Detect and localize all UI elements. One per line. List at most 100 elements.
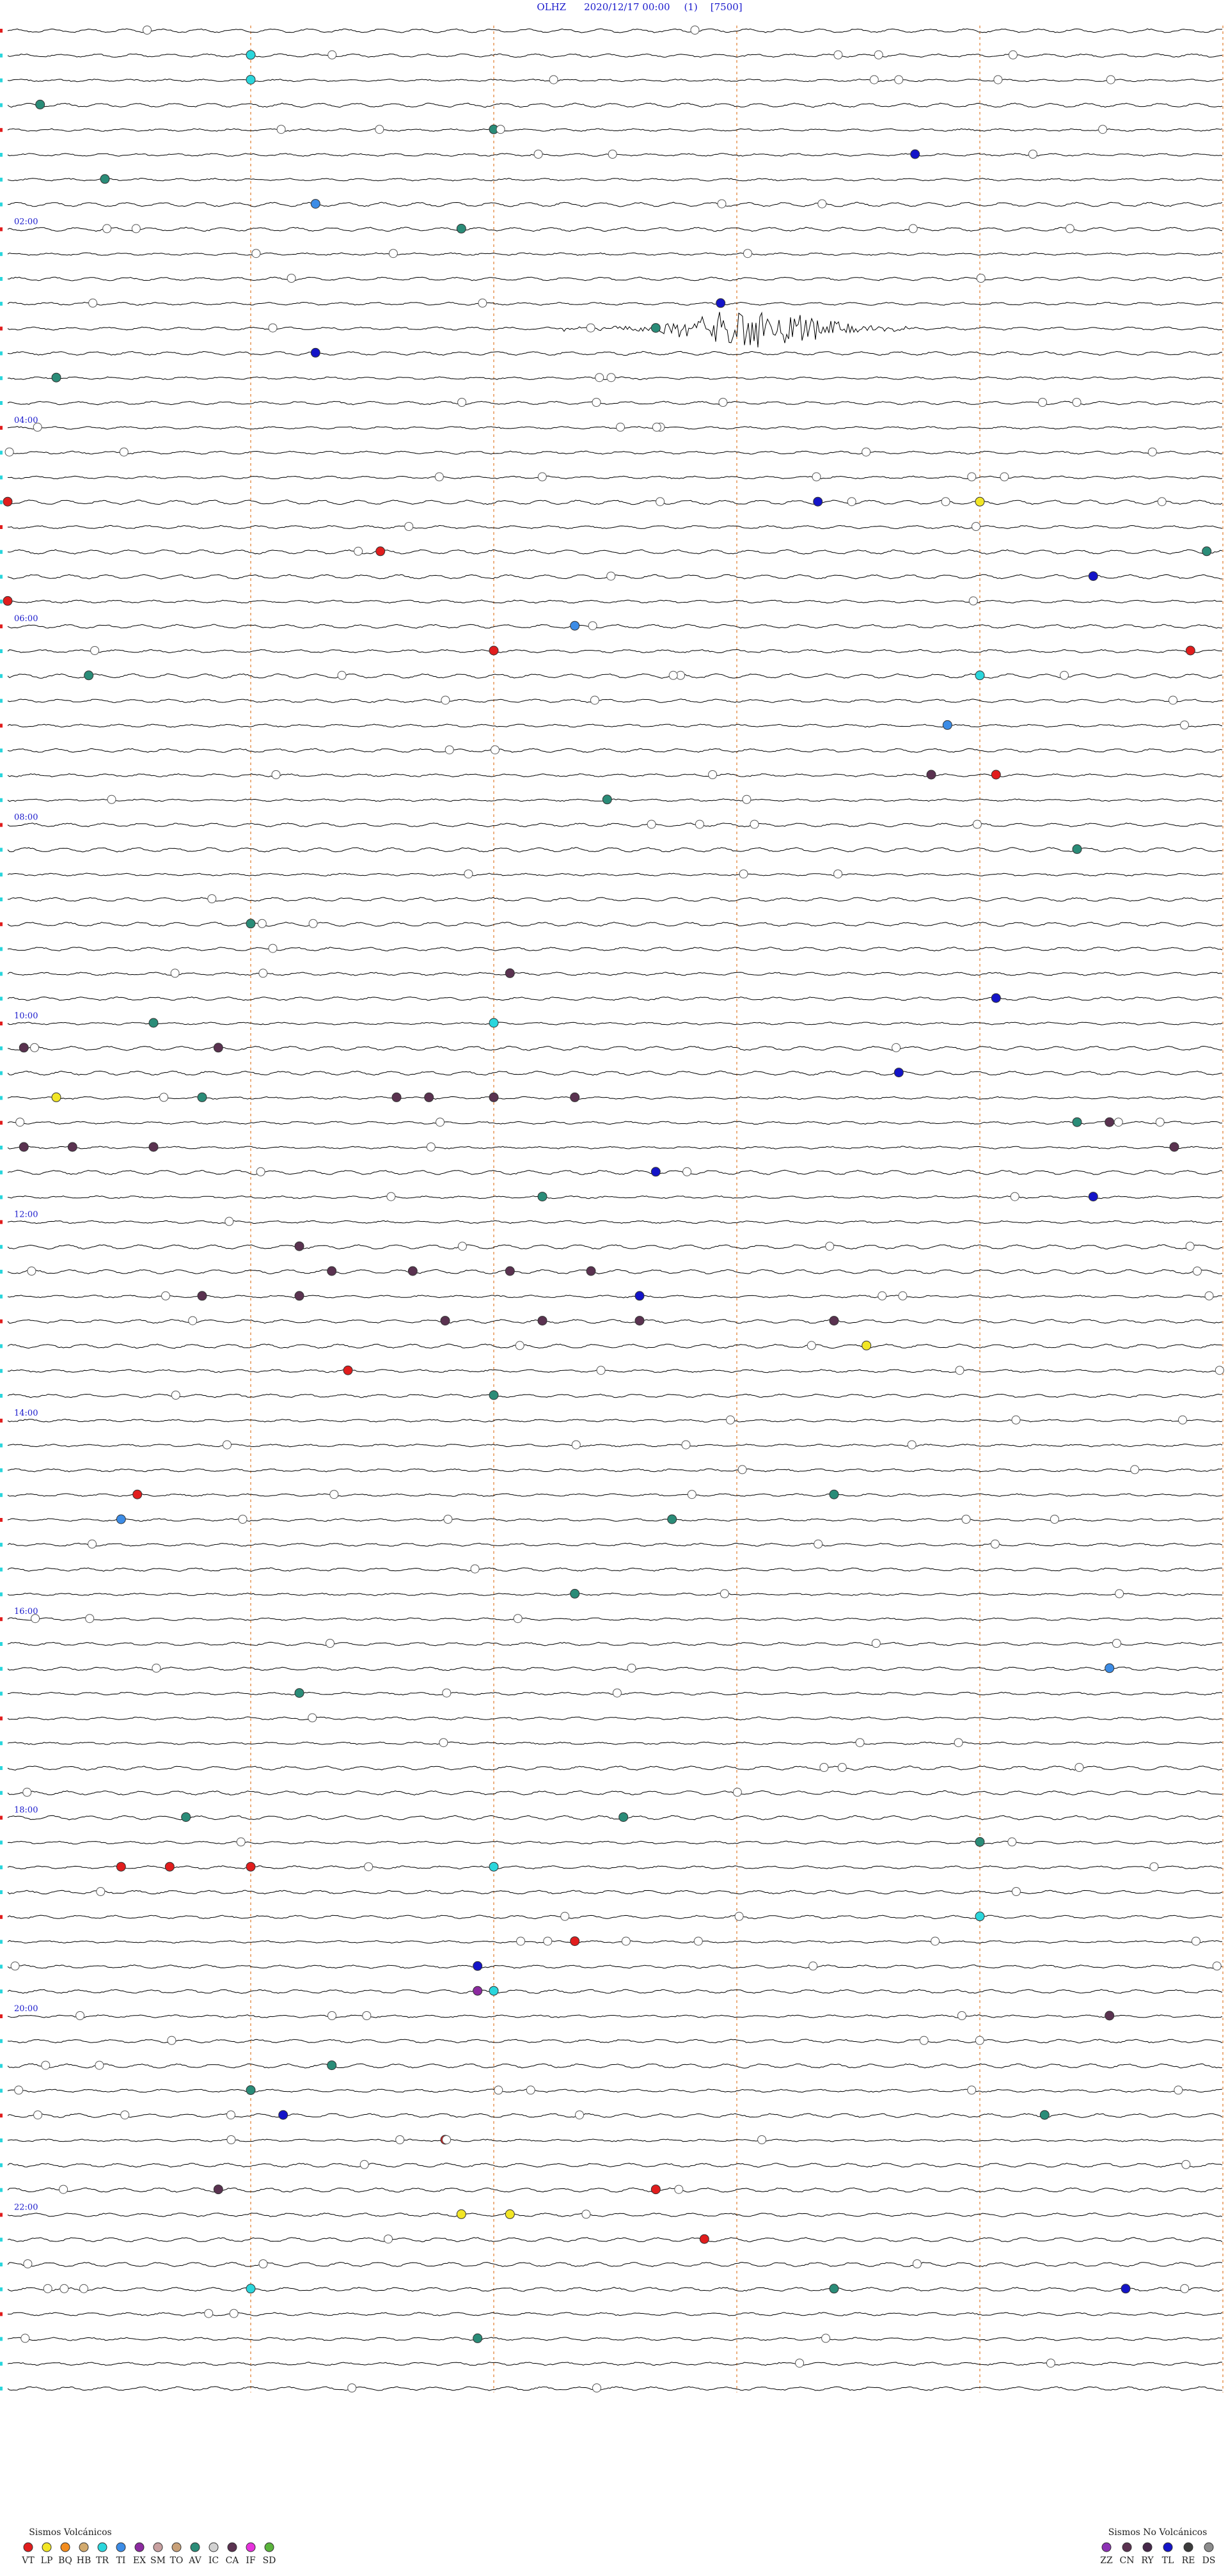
- event-IC: [732, 1787, 742, 1797]
- event-IC: [898, 1291, 908, 1300]
- hour-label: 18:00: [14, 1806, 38, 1815]
- event-IC: [1149, 1862, 1159, 1872]
- event-VT: [164, 1861, 175, 1872]
- row-marker: [0, 277, 3, 281]
- row-marker: [0, 78, 3, 83]
- event-IC: [912, 2259, 922, 2268]
- event-LP: [456, 2209, 466, 2219]
- event-IC: [967, 472, 977, 482]
- event-IC: [119, 447, 129, 457]
- legend-label-SM: SM: [150, 2556, 166, 2566]
- event-TR: [489, 1018, 499, 1028]
- event-IC: [955, 1366, 964, 1375]
- legend-label-VT: VT: [21, 2556, 35, 2566]
- event-AV: [35, 99, 45, 109]
- chart-title: OLHZ 2020/12/17 00:00 (1) [7500]: [537, 1, 742, 13]
- row-marker: [0, 475, 3, 480]
- event-IC: [102, 224, 112, 233]
- event-IC: [327, 2011, 336, 2020]
- event-IC: [88, 1539, 97, 1549]
- event-IC: [1114, 1118, 1123, 1127]
- event-TI: [116, 1514, 126, 1524]
- event-CA: [505, 968, 515, 978]
- row-marker: [0, 2362, 3, 2366]
- row-marker: [0, 699, 3, 703]
- trace-row-26: [7, 673, 1223, 679]
- row-marker: [0, 1319, 3, 1324]
- legend-swatch-TI: [116, 2542, 126, 2552]
- trace-row-79: [7, 1989, 1223, 1994]
- event-IC: [375, 125, 384, 134]
- event-IC: [443, 1515, 453, 1524]
- row-marker: [0, 873, 3, 877]
- trace-row-6: [7, 178, 1223, 182]
- trace-row-17: [7, 450, 1223, 455]
- row-marker: [0, 1940, 3, 1944]
- row-marker: [0, 202, 3, 207]
- event-IC: [526, 2085, 535, 2095]
- trace-row-29: [7, 748, 1223, 753]
- trace-row-10: [7, 276, 1223, 281]
- event-IC: [85, 1614, 95, 1624]
- row-marker: [0, 103, 3, 107]
- trace-row-35: [7, 897, 1223, 902]
- event-TL: [910, 149, 920, 159]
- event-IC: [795, 2359, 805, 2368]
- trace-row-44: [7, 1121, 1223, 1125]
- event-IC: [1157, 497, 1167, 507]
- trace-row-94: [7, 2362, 1223, 2366]
- trace-row-60: [7, 1518, 1223, 1522]
- trace-row-83: [7, 2089, 1223, 2093]
- row-marker: [0, 2188, 3, 2192]
- event-IC: [808, 1961, 818, 1971]
- trace-row-25: [7, 649, 1223, 654]
- trace-row-49: [7, 1244, 1223, 1250]
- event-IC: [608, 150, 617, 159]
- legend-label-RY: RY: [1141, 2556, 1154, 2566]
- event-IC: [954, 1738, 963, 1748]
- event-IC: [1174, 2085, 1183, 2095]
- row-marker: [0, 1294, 3, 1299]
- row-marker: [0, 500, 3, 505]
- event-AV: [829, 1489, 839, 1499]
- event-IC: [533, 150, 543, 159]
- event-IC: [170, 968, 180, 978]
- trace-row-80: [7, 2014, 1223, 2018]
- event-CA: [424, 1092, 434, 1102]
- trace-row-71: [7, 1790, 1222, 1796]
- event-IC: [606, 571, 616, 581]
- event-CA: [440, 1316, 450, 1326]
- row-marker: [0, 1617, 3, 1622]
- event-IC: [652, 422, 661, 432]
- event-TR: [975, 1911, 985, 1922]
- trace-row-58: [7, 1468, 1223, 1473]
- event-IC: [513, 1614, 523, 1624]
- event-IC: [79, 2284, 88, 2293]
- row-marker: [0, 1468, 3, 1473]
- row-marker: [0, 2337, 3, 2341]
- row-marker: [0, 947, 3, 951]
- trace-row-11: [7, 301, 1223, 306]
- event-IC: [236, 1837, 246, 1847]
- event-IC: [592, 2383, 601, 2392]
- trace-row-41: [7, 1045, 1223, 1051]
- event-IC: [1060, 670, 1069, 680]
- seismic-traces: [0, 28, 1223, 2391]
- row-marker: [0, 177, 3, 182]
- event-AV: [1072, 844, 1082, 854]
- legend-swatch-DS: [1204, 2542, 1214, 2552]
- row-marker: [0, 1865, 3, 1870]
- row-marker: [0, 1096, 3, 1100]
- event-IC: [972, 522, 980, 531]
- event-IC: [990, 1539, 1000, 1549]
- row-marker: [0, 897, 3, 901]
- trace-row-38: [7, 972, 1223, 976]
- row-marker: [0, 773, 3, 777]
- event-IC: [878, 1291, 887, 1300]
- legend-label-LP: LP: [41, 2556, 53, 2566]
- row-marker: [0, 1493, 3, 1497]
- row-marker: [0, 1046, 3, 1050]
- legend-swatch-RE: [1183, 2542, 1193, 2552]
- row-marker: [0, 1394, 3, 1398]
- hour-label: 02:00: [14, 217, 38, 226]
